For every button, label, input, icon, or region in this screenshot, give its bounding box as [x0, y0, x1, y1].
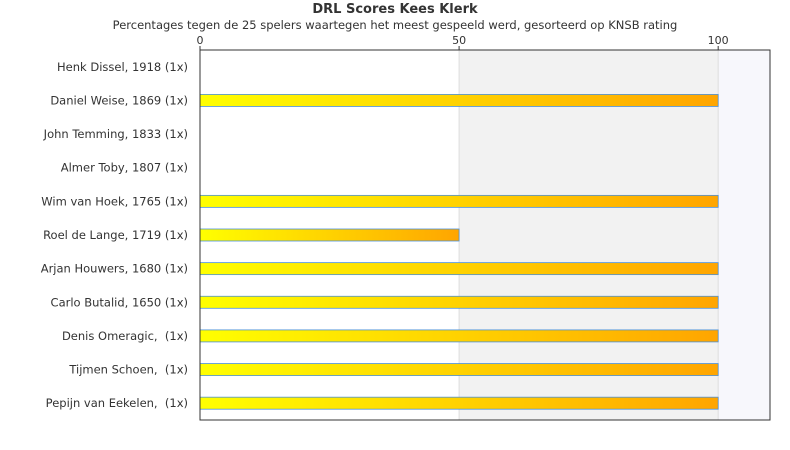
bar [199, 262, 719, 276]
x-tick-label: 0 [197, 34, 204, 47]
bar [199, 363, 719, 376]
bar [199, 295, 719, 309]
plot-band [718, 50, 770, 420]
bar [199, 396, 719, 410]
chart-subtitle: Percentages tegen de 25 spelers waartege… [112, 18, 678, 32]
x-tick-label: 100 [708, 34, 729, 47]
category-label: Denis Omeragic, (1x) [62, 329, 188, 343]
category-label: Henk Dissel, 1918 (1x) [57, 60, 188, 74]
category-label: Tijmen Schoen, (1x) [68, 363, 188, 377]
bar [199, 228, 460, 242]
bar [199, 329, 719, 343]
category-label: Almer Toby, 1807 (1x) [61, 161, 188, 175]
category-label: John Temming, 1833 (1x) [43, 127, 188, 141]
category-label: Daniel Weise, 1869 (1x) [50, 93, 188, 107]
category-label: Carlo Butalid, 1650 (1x) [51, 295, 188, 309]
plot-frame [199, 49, 771, 421]
bar [199, 194, 719, 208]
category-label: Arjan Houwers, 1680 (1x) [41, 262, 188, 276]
category-label: Roel de Lange, 1719 (1x) [43, 228, 188, 242]
bar [199, 94, 719, 107]
x-tick-label: 50 [452, 34, 466, 47]
category-label: Pepijn van Eekelen, (1x) [46, 396, 188, 410]
category-label: Wim van Hoek, 1765 (1x) [41, 194, 188, 208]
chart-title: DRL Scores Kees Klerk [312, 2, 478, 17]
plot-band [459, 50, 719, 420]
